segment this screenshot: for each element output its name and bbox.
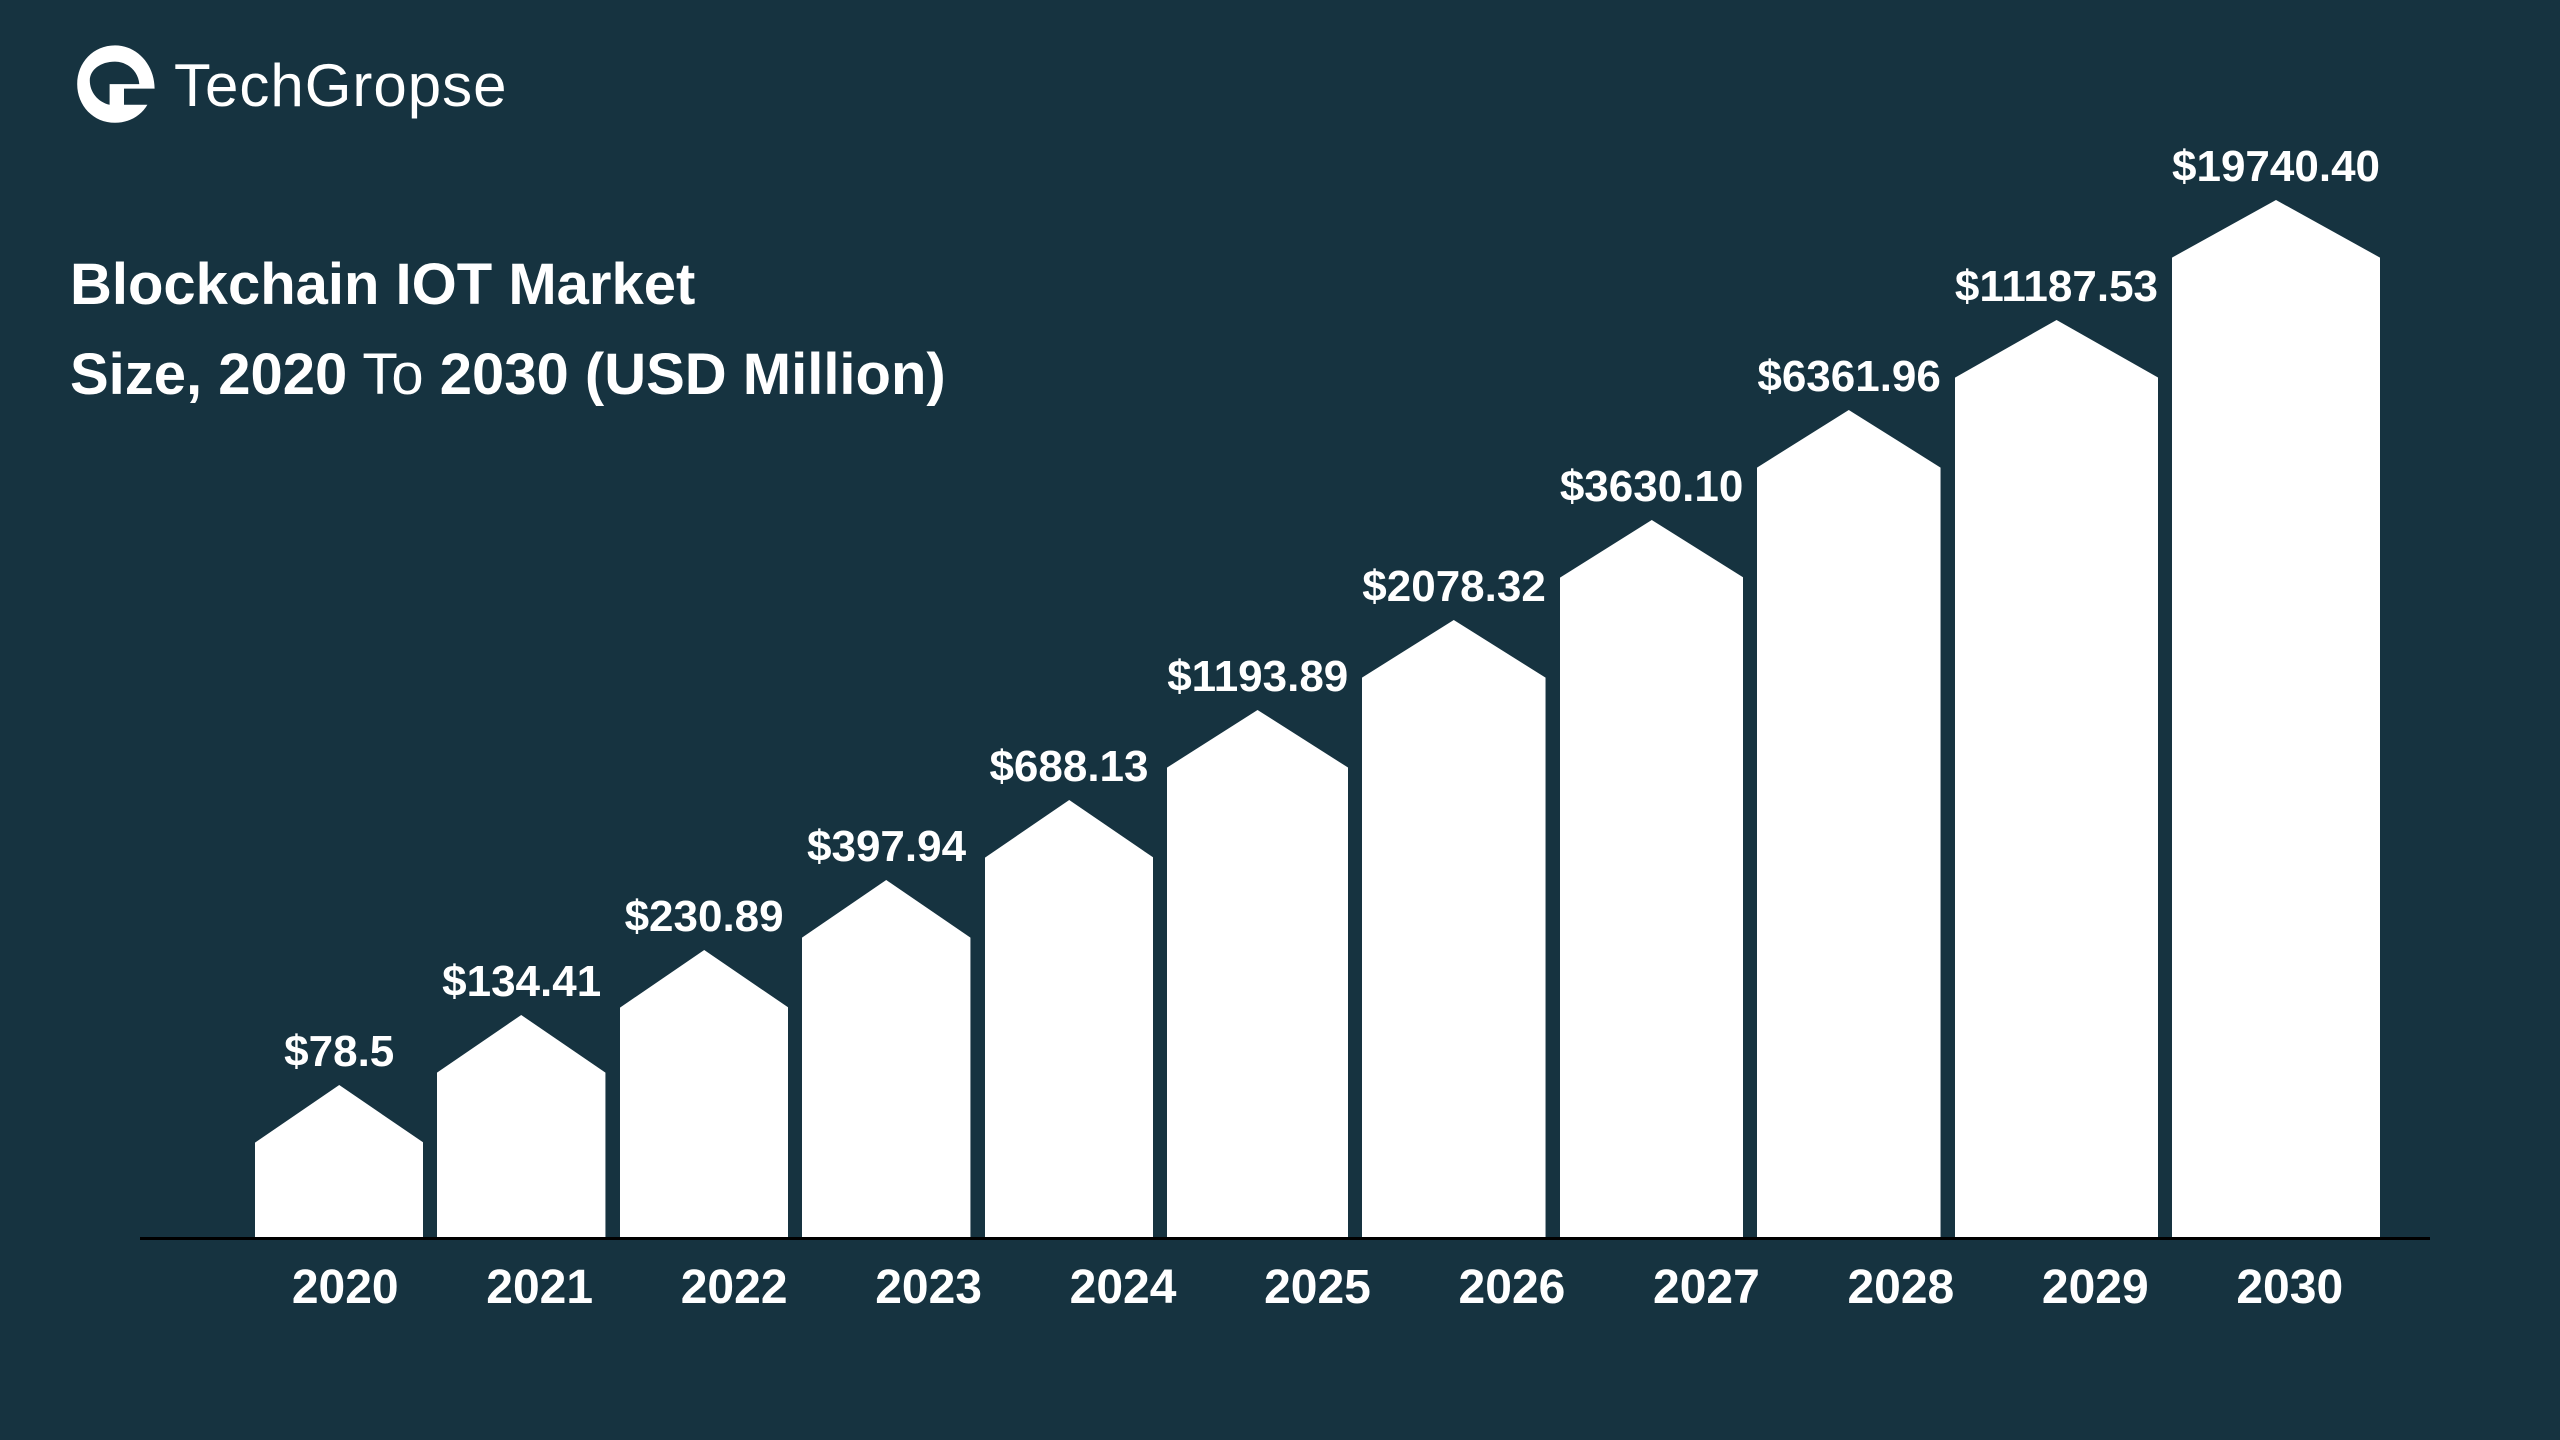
arrow-bar-icon [985, 800, 1153, 1240]
bars-container: $78.5 $134.41 $230.89 $397.94 $688.13 $1193.8… [255, 200, 2380, 1240]
arrow-bar-icon [1362, 620, 1546, 1240]
x-axis-label: 2020 [255, 1260, 435, 1330]
bar-column: $134.41 [437, 957, 605, 1240]
bar-value-label: $2078.32 [1362, 562, 1546, 612]
bar-value-label: $688.13 [989, 742, 1148, 792]
arrow-bar-icon [2172, 200, 2380, 1240]
bar-column: $19740.40 [2172, 142, 2380, 1240]
bar-value-label: $19740.40 [2172, 142, 2380, 192]
bar-value-label: $1193.89 [1167, 652, 1348, 702]
brand-name: TechGropse [174, 51, 508, 120]
x-axis-label: 2024 [1033, 1260, 1213, 1330]
arrow-bar-icon [1757, 410, 1941, 1240]
bar-column: $3630.10 [1560, 462, 1744, 1240]
x-axis-label: 2029 [2005, 1260, 2185, 1330]
arrow-bar-icon [620, 950, 788, 1240]
x-axis-label: 2027 [1616, 1260, 1796, 1330]
x-axis-label: 2026 [1422, 1260, 1602, 1330]
bar-column: $11187.53 [1955, 262, 2158, 1240]
bar-column: $397.94 [802, 822, 970, 1240]
chart-baseline [140, 1237, 2430, 1240]
brand-logo: TechGropse [70, 40, 508, 130]
bar-value-label: $134.41 [442, 957, 601, 1007]
bar-column: $2078.32 [1362, 562, 1546, 1240]
bar-column: $78.5 [255, 1027, 423, 1240]
x-axis-label: 2023 [838, 1260, 1018, 1330]
bar-value-label: $6361.96 [1757, 352, 1941, 402]
x-axis-label: 2022 [644, 1260, 824, 1330]
x-axis-label: 2021 [449, 1260, 629, 1330]
arrow-bar-icon [1955, 320, 2158, 1240]
x-axis-labels: 2020202120222023202420252026202720282029… [255, 1260, 2380, 1330]
x-axis-label: 2028 [1811, 1260, 1991, 1330]
bar-column: $1193.89 [1167, 652, 1348, 1240]
bar-value-label: $397.94 [807, 822, 966, 872]
chart-area: $78.5 $134.41 $230.89 $397.94 $688.13 $1193.8… [255, 150, 2380, 1330]
x-axis-label: 2030 [2200, 1260, 2380, 1330]
arrow-bar-icon [255, 1085, 423, 1240]
bar-value-label: $78.5 [284, 1027, 394, 1077]
bar-column: $688.13 [985, 742, 1153, 1240]
bar-column: $6361.96 [1757, 352, 1941, 1240]
bar-value-label: $3630.10 [1560, 462, 1744, 512]
logo-mark-icon [70, 40, 160, 130]
arrow-bar-icon [802, 880, 970, 1240]
bar-column: $230.89 [620, 892, 788, 1240]
bar-value-label: $11187.53 [1955, 262, 2158, 312]
bar-value-label: $230.89 [625, 892, 784, 942]
x-axis-label: 2025 [1227, 1260, 1407, 1330]
arrow-bar-icon [437, 1015, 605, 1240]
arrow-bar-icon [1560, 520, 1744, 1240]
arrow-bar-icon [1167, 710, 1348, 1240]
